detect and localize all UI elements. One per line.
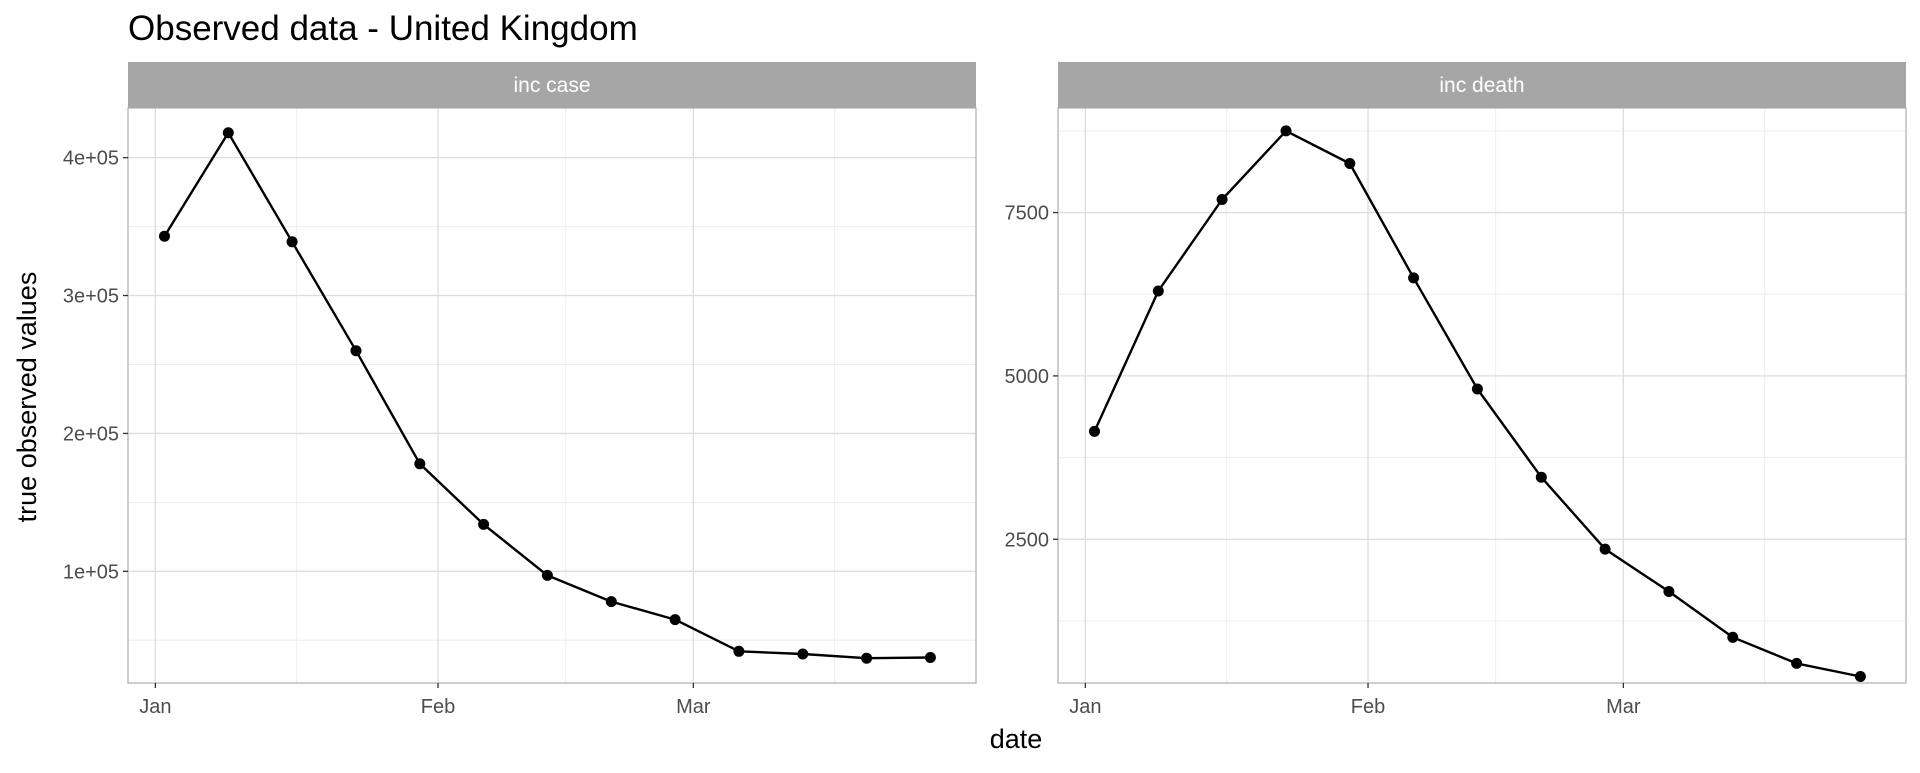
facet-strip-label: inc death: [1439, 74, 1524, 97]
data-point: [1089, 425, 1100, 437]
data-point: [478, 518, 490, 530]
data-point: [669, 614, 681, 626]
x-tick-label: Feb: [421, 696, 455, 718]
data-point: [924, 652, 936, 663]
data-point: [222, 127, 234, 139]
chart-title: Observed data - United Kingdom: [128, 9, 638, 48]
y-tick-label: 7500: [1005, 203, 1050, 225]
data-point: [733, 645, 745, 657]
data-point: [797, 648, 809, 660]
data-point: [1408, 272, 1420, 284]
facet-strip-label: inc case: [513, 74, 590, 97]
y-tick-label: 3e+05: [63, 286, 119, 308]
data-point: [1663, 586, 1675, 597]
panel-background: [128, 108, 976, 683]
data-point: [1344, 158, 1356, 169]
x-tick-label: Feb: [1351, 696, 1385, 718]
facet-strip: [128, 62, 976, 108]
data-point: [350, 345, 362, 357]
data-point: [1216, 194, 1228, 205]
y-tick-label: 5000: [1005, 366, 1050, 388]
x-tick-label: Jan: [139, 696, 171, 718]
x-axis-title: date: [990, 724, 1043, 754]
x-tick-label: Jan: [1069, 696, 1101, 718]
data-point: [861, 652, 873, 664]
data-point: [1471, 383, 1483, 395]
data-point: [1791, 657, 1803, 669]
data-point: [1535, 471, 1547, 483]
y-tick-label: 2500: [1005, 529, 1050, 551]
data-point: [541, 569, 553, 581]
data-point: [1854, 671, 1866, 682]
y-tick-label: 2e+05: [63, 423, 119, 445]
y-tick-label: 1e+05: [63, 561, 119, 583]
facet-panel-0: inc case 1e+05 2e+05 3e+05 4e+05 Jan Feb Mar: [63, 62, 977, 718]
x-tick-label: Mar: [1606, 696, 1641, 718]
data-point: [605, 596, 617, 608]
data-point: [286, 236, 298, 248]
y-tick-label: 4e+05: [63, 148, 119, 170]
data-point: [159, 230, 170, 242]
x-tick-label: Mar: [676, 696, 711, 718]
facet-strip: [1058, 62, 1906, 108]
data-point: [1280, 125, 1292, 137]
data-point: [1727, 631, 1739, 643]
data-point: [1599, 543, 1611, 555]
data-point: [414, 458, 426, 470]
data-point: [1152, 285, 1164, 297]
y-axis-title: true observed values: [12, 272, 42, 523]
facet-panel-1: inc death 2500 5000 7500 Jan Feb Mar: [1005, 62, 1907, 718]
